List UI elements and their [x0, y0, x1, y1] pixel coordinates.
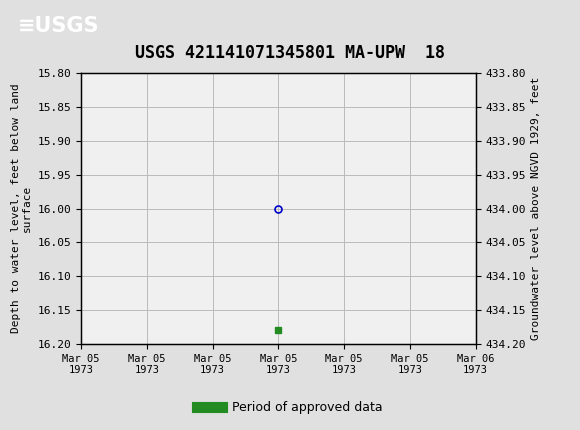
Y-axis label: Groundwater level above NGVD 1929, feet: Groundwater level above NGVD 1929, feet [531, 77, 541, 340]
Y-axis label: Depth to water level, feet below land
surface: Depth to water level, feet below land su… [10, 84, 32, 333]
Text: ≡USGS: ≡USGS [17, 16, 99, 36]
Text: USGS 421141071345801 MA-UPW  18: USGS 421141071345801 MA-UPW 18 [135, 44, 445, 62]
Legend: Period of approved data: Period of approved data [192, 396, 388, 419]
